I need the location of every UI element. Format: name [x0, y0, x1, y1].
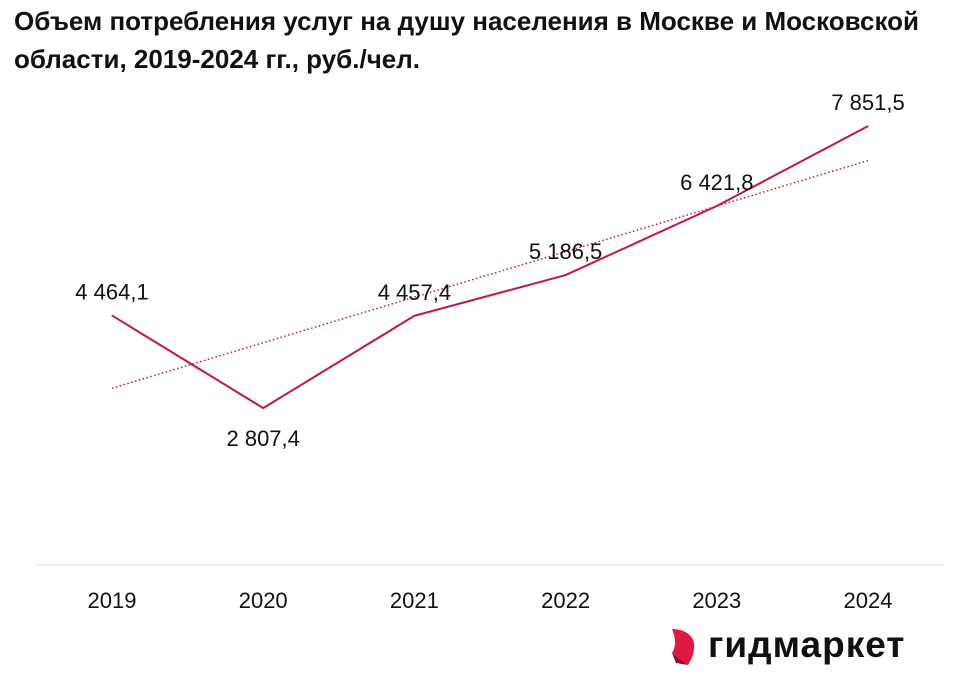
x-tick-label: 2023 — [692, 588, 741, 613]
data-label: 7 851,5 — [831, 90, 904, 115]
data-point — [111, 314, 113, 316]
data-point — [565, 274, 567, 276]
data-point — [262, 407, 264, 409]
trendline — [111, 159, 869, 389]
x-tick-label: 2024 — [844, 588, 893, 613]
brand-logo: гидмаркет — [668, 625, 905, 665]
x-tick-label: 2019 — [88, 588, 137, 613]
data-label: 5 186,5 — [529, 239, 602, 264]
x-tick-label: 2020 — [239, 588, 288, 613]
line-chart: 4 464,1 2019 2 807,4 2020 4 457,4 2021 5 186,5… — [36, 90, 944, 613]
data-label: 2 807,4 — [226, 426, 299, 451]
data-label: 4 464,1 — [75, 279, 148, 304]
data-point — [413, 315, 415, 317]
data-label: 4 457,4 — [378, 280, 451, 305]
data-label: 6 421,8 — [680, 170, 753, 195]
x-tick-label: 2021 — [390, 588, 439, 613]
data-point — [716, 205, 718, 207]
logo-mark-icon — [672, 629, 695, 665]
chart-title: Объем потребления услуг на душу населени… — [14, 6, 919, 74]
brand-name: гидмаркет — [708, 624, 906, 665]
x-tick-label: 2022 — [541, 588, 590, 613]
series-line — [111, 125, 869, 410]
data-point — [867, 125, 869, 127]
